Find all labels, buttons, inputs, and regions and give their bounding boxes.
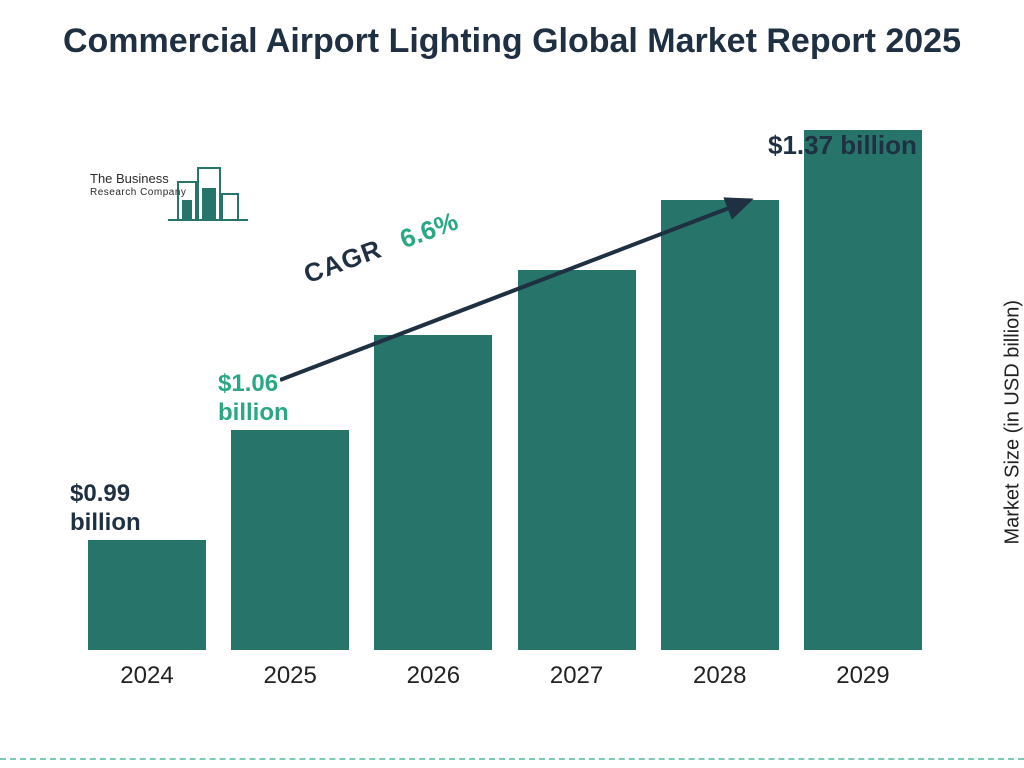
bar-2027 (518, 270, 636, 650)
value-label-2025: $1.06 billion (218, 370, 348, 428)
chart-canvas: Commercial Airport Lighting Global Marke… (0, 0, 1024, 768)
xlabel-2024: 2024 (83, 662, 211, 690)
bar-col-2025 (226, 430, 354, 650)
xlabel-2028: 2028 (656, 662, 784, 690)
xlabel-2026: 2026 (369, 662, 497, 690)
bar-col-2024 (83, 540, 211, 650)
bar-2024 (88, 540, 206, 650)
y-axis-label: Market Size (in USD billion) (1002, 300, 1024, 545)
bottom-dashed-line (0, 758, 1024, 760)
bar-2029 (804, 130, 922, 650)
bar-col-2027 (513, 270, 641, 650)
xlabel-2029: 2029 (799, 662, 927, 690)
xlabel-2025: 2025 (226, 662, 354, 690)
chart-area: 2024 2025 2026 2027 2028 2029 (75, 120, 935, 710)
value-2024-amount: $0.99 (70, 480, 130, 507)
bars-container (75, 130, 935, 650)
value-2024-unit: billion (70, 509, 141, 536)
value-2029-text: $1.37 billion (768, 130, 917, 160)
bar-col-2026 (369, 335, 497, 650)
value-label-2029: $1.37 billion (768, 130, 917, 161)
bar-2026 (374, 335, 492, 650)
bar-col-2029 (799, 130, 927, 650)
value-2025-unit: billion (218, 399, 289, 426)
chart-title: Commercial Airport Lighting Global Marke… (0, 20, 1024, 63)
value-2025-amount: $1.06 (218, 370, 278, 397)
bar-2025 (231, 430, 349, 650)
bar-2028 (661, 200, 779, 650)
value-label-2024: $0.99 billion (70, 480, 200, 538)
x-axis-labels: 2024 2025 2026 2027 2028 2029 (75, 662, 935, 690)
xlabel-2027: 2027 (513, 662, 641, 690)
bar-col-2028 (656, 200, 784, 650)
